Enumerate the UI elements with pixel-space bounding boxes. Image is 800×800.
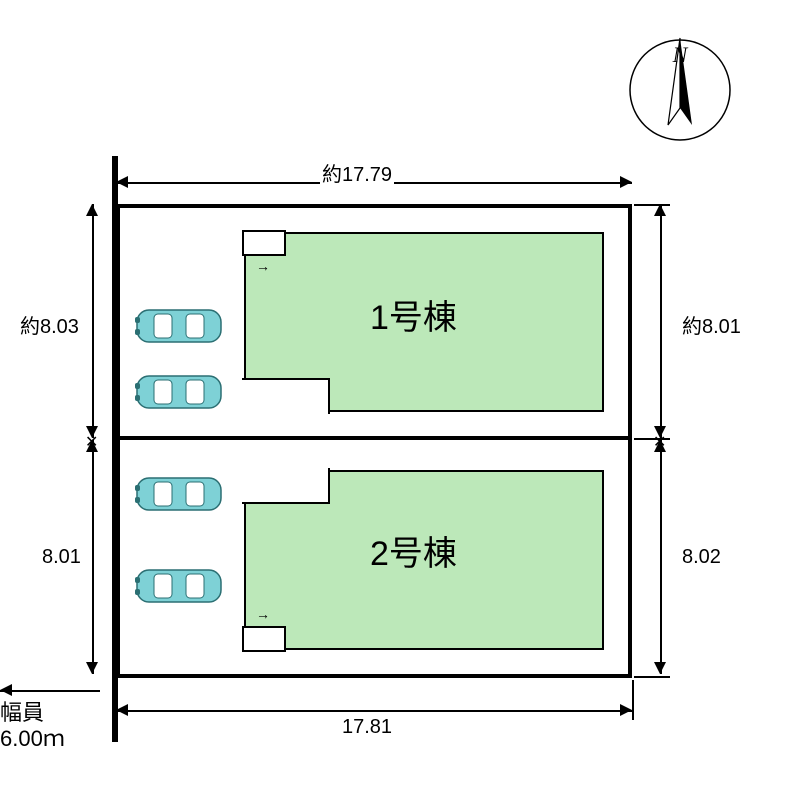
arrow-up-icon [654,204,666,216]
compass: N [620,30,740,150]
dim-tick [634,676,670,678]
dim-left-upper-label: 約8.03 [18,310,81,339]
compass-north-label: N [620,42,740,68]
arrow-up-icon [86,204,98,216]
dim-right-lower-line [660,440,662,674]
arrow-right-icon [620,704,632,716]
dim-right-upper-label: 約8.01 [680,310,743,339]
road-note-line2: 6.00ｍ [0,726,65,752]
dim-left-lower-label: 8.01 [40,546,83,569]
arrow-left-icon [116,704,128,716]
road-width-note: 幅員 6.00ｍ [0,700,65,753]
building-2-entry-arrow-icon: → [256,606,270,622]
building-1-entry-arrow-icon: → [256,258,270,274]
road-arrow-line [0,690,100,692]
dim-tick [116,680,118,720]
tick-icon: ✕ [653,432,667,446]
tick-icon: ✕ [85,432,99,446]
arrow-left-icon [116,176,128,188]
building-2-entry [242,626,286,652]
site-plan-diagram: N → 1号棟 → 2号棟 約17.79 17.81 約8.03 [0,0,800,800]
lot-mid-divider [118,436,630,440]
dim-right-lower-label: 8.02 [680,546,723,569]
arrow-right-icon [620,176,632,188]
building-2-notch [242,468,330,504]
building-1-entry [242,230,286,256]
car-icon [134,300,224,352]
building-1-label: 1号棟 [370,290,457,339]
dim-left-upper-line [92,204,94,438]
car-icon [134,366,224,418]
car-icon [134,468,224,520]
dim-left-lower-line [92,440,94,674]
dim-bottom-label: 17.81 [340,716,394,739]
dim-right-upper-line [660,204,662,438]
dim-bottom-line [116,710,632,712]
road-note-line1: 幅員 [0,700,65,726]
car-icon [134,560,224,612]
dim-tick [634,204,670,206]
arrow-down-icon [654,662,666,674]
dim-tick [632,680,634,720]
building-1-notch [242,378,330,414]
dim-top-label: 約17.79 [320,158,394,187]
arrow-down-icon [86,662,98,674]
building-2-label: 2号棟 [370,526,457,575]
lot-bottom-border [116,674,632,678]
arrow-left-icon [0,684,12,696]
